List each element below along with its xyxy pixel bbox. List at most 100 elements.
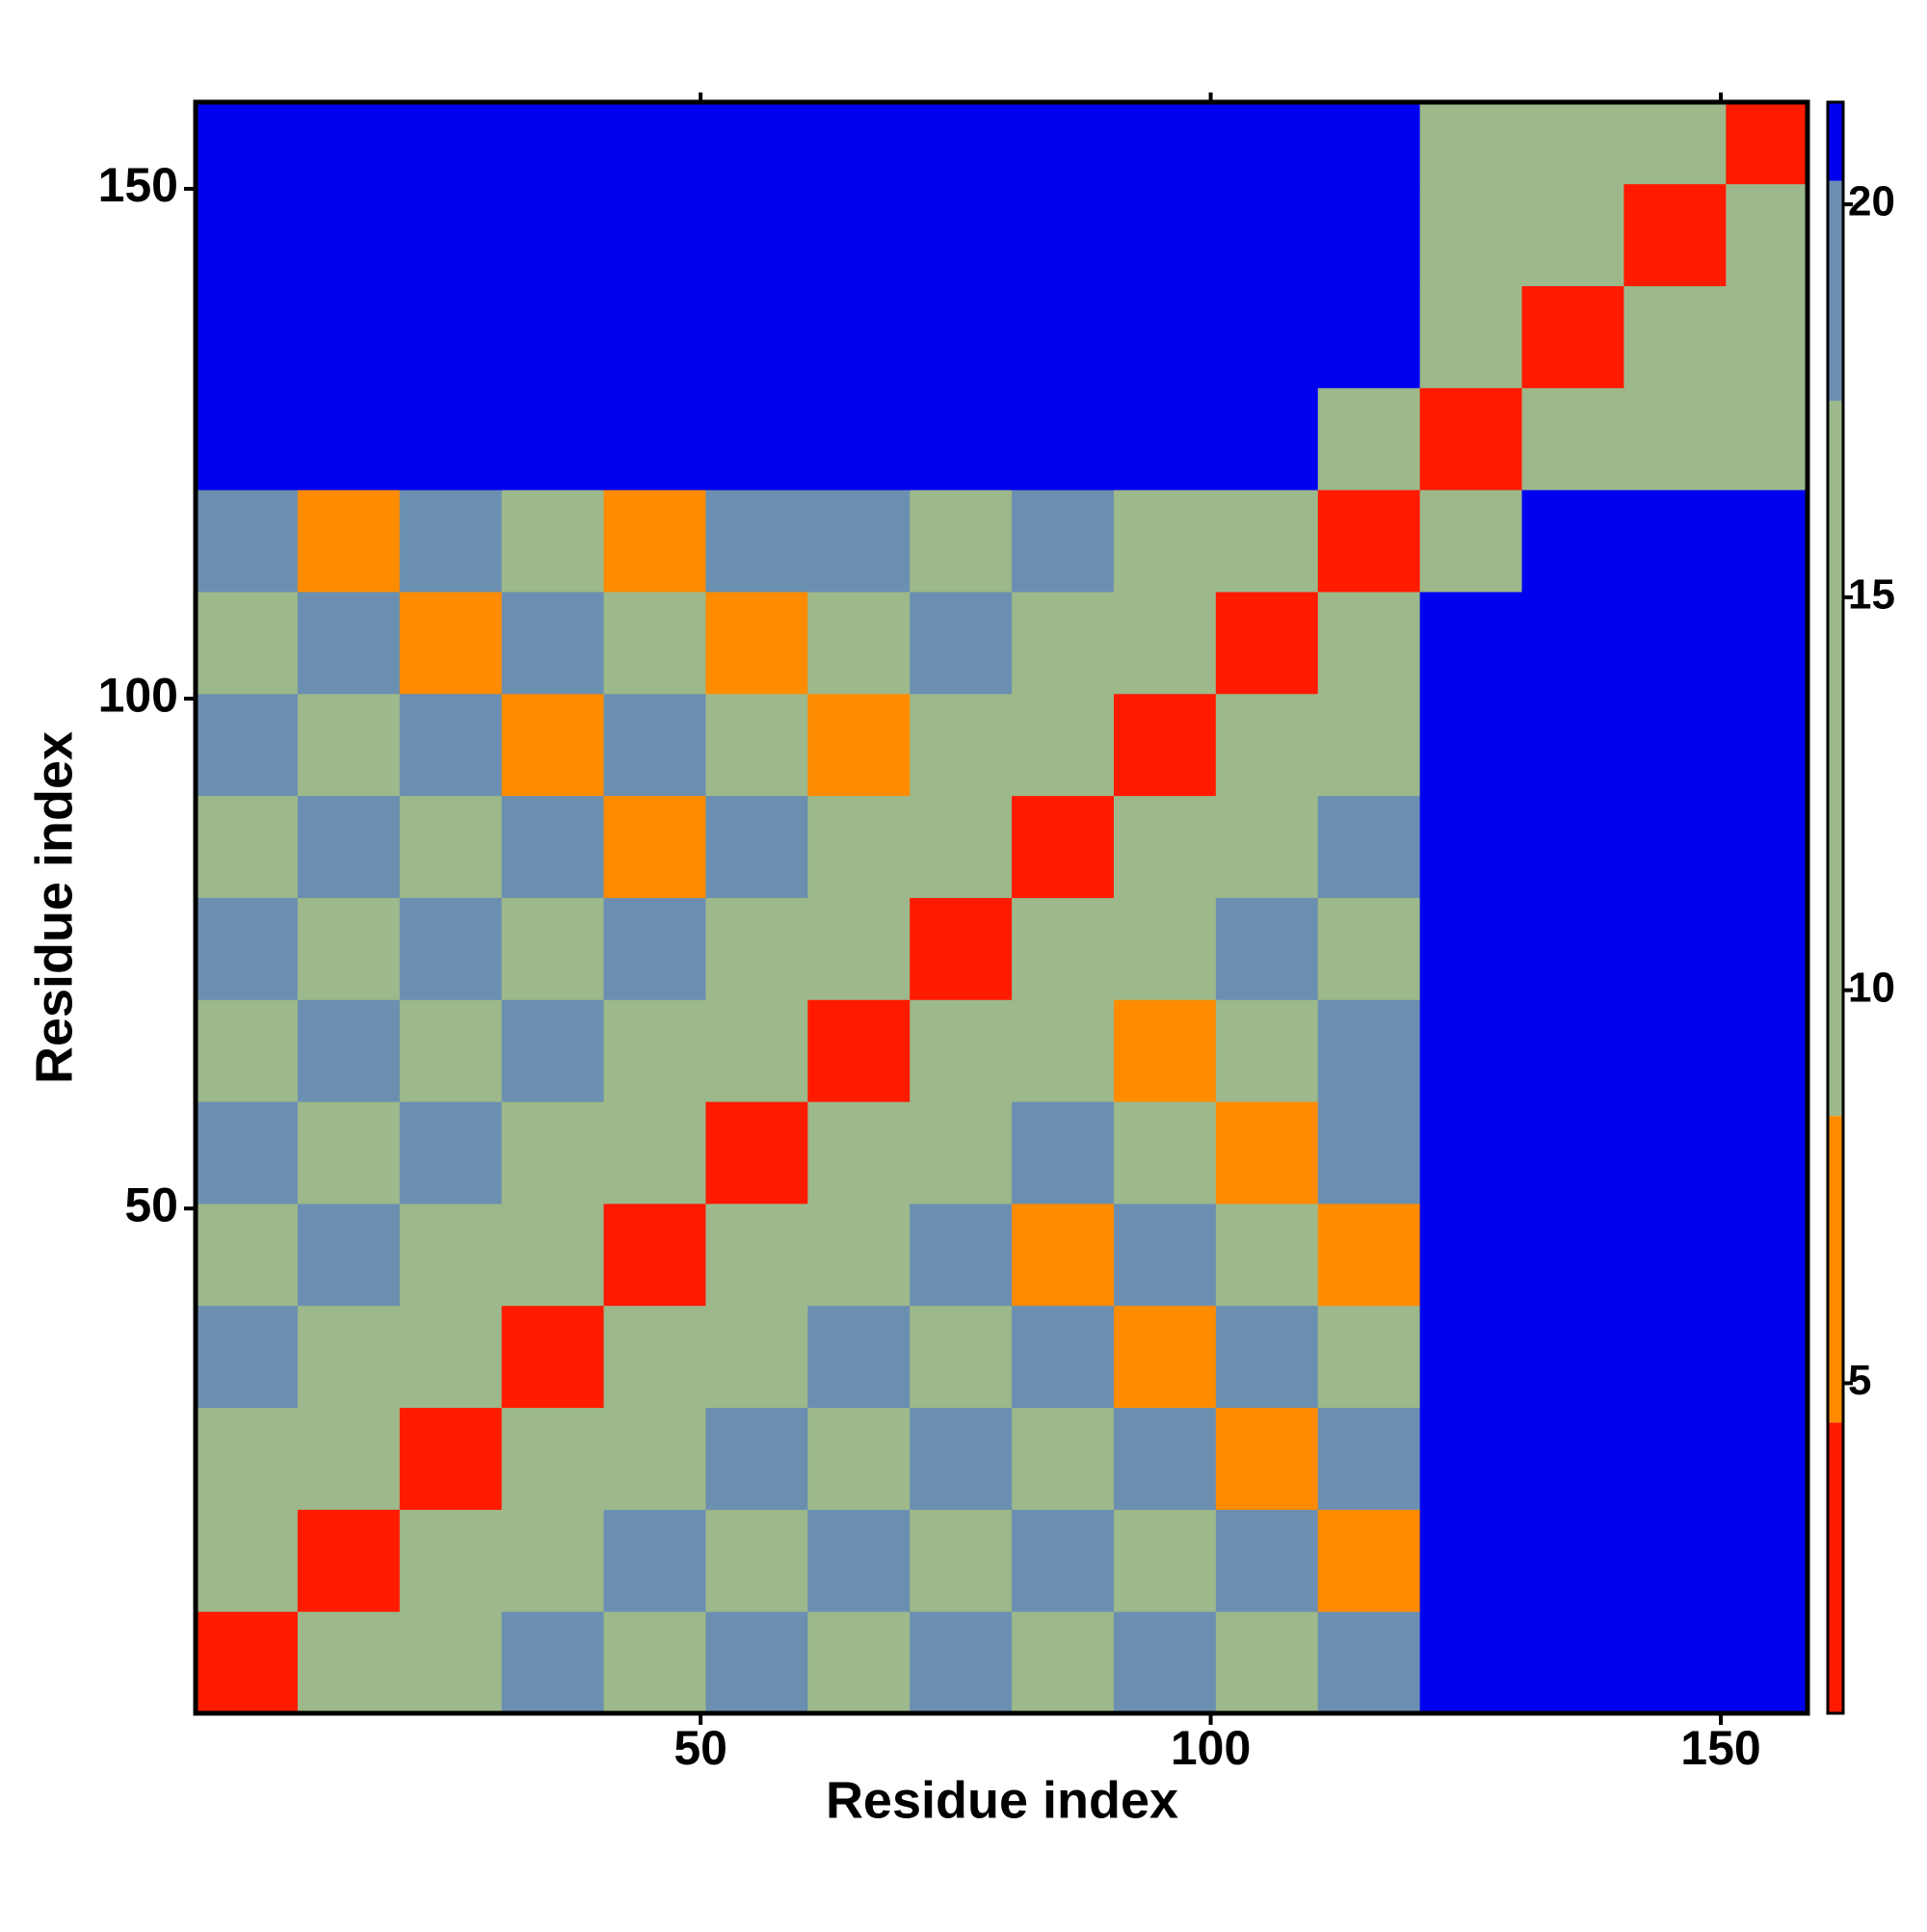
heatmap-cell: [1012, 795, 1115, 898]
heatmap-cell: [1726, 1611, 1808, 1714]
heatmap-cell: [1012, 1305, 1115, 1409]
heatmap-cell: [705, 1305, 808, 1409]
heatmap-cell: [1726, 285, 1808, 388]
heatmap-cell: [501, 1101, 605, 1204]
heatmap-cell: [1726, 1407, 1808, 1510]
heatmap-cell: [807, 591, 911, 695]
heatmap-cell: [807, 183, 911, 286]
heatmap-cell: [1726, 1101, 1808, 1204]
heatmap-cell: [1215, 1509, 1319, 1612]
heatmap-cell: [910, 490, 1013, 593]
heatmap-cell: [1317, 490, 1421, 593]
heatmap-cell: [1726, 897, 1808, 1000]
heatmap-cell: [1215, 1203, 1319, 1307]
heatmap-cell: [807, 1203, 911, 1307]
heatmap-cell: [603, 1611, 706, 1714]
heatmap-cell: [910, 285, 1013, 388]
heatmap-cell: [1215, 387, 1319, 490]
heatmap-cell: [705, 795, 808, 898]
colorbar-band: [1828, 400, 1843, 1117]
plot-frame: [193, 99, 1810, 1716]
heatmap-cell: [1012, 1509, 1115, 1612]
heatmap-cell: [196, 1101, 299, 1204]
heatmap-cell: [1726, 490, 1808, 593]
heatmap-cell: [196, 897, 299, 1000]
heatmap-cell: [501, 102, 605, 185]
heatmap-cell: [1726, 591, 1808, 695]
heatmap-cell: [1012, 1203, 1115, 1307]
heatmap-cell: [603, 1509, 706, 1612]
heatmap-cell: [910, 693, 1013, 797]
heatmap-cell: [705, 183, 808, 286]
heatmap-cell: [196, 490, 299, 593]
heatmap-cell: [705, 1203, 808, 1307]
heatmap-cell: [807, 102, 911, 185]
heatmap-cell: [1623, 1509, 1727, 1612]
heatmap-cell: [196, 1203, 299, 1307]
colorbar-band: [1828, 180, 1843, 401]
heatmap-cell: [1012, 285, 1115, 388]
heatmap-cell: [1113, 387, 1217, 490]
heatmap-cell: [501, 183, 605, 286]
heatmap-cell: [1623, 285, 1727, 388]
heatmap-cell: [1521, 102, 1624, 185]
heatmap-cell: [196, 1305, 299, 1409]
heatmap-cell: [297, 285, 401, 388]
heatmap-cell: [1726, 795, 1808, 898]
heatmap-cell: [196, 1509, 299, 1612]
heatmap-cell: [1215, 102, 1319, 185]
heatmap-cell: [1521, 387, 1624, 490]
heatmap-cell: [1012, 490, 1115, 593]
heatmap-cell: [1012, 1101, 1115, 1204]
heatmap-cell: [297, 1407, 401, 1510]
heatmap-cell: [1623, 490, 1727, 593]
heatmap-cell: [1317, 1407, 1421, 1510]
heatmap-cell: [705, 102, 808, 185]
heatmap-cell: [399, 693, 503, 797]
heatmap-cell: [1215, 1305, 1319, 1409]
heatmap-cell: [910, 591, 1013, 695]
heatmap-cell: [705, 285, 808, 388]
x-tick-label: 50: [673, 1721, 727, 1775]
heatmap-cell: [603, 387, 706, 490]
heatmap-cell: [705, 999, 808, 1102]
heatmap-cell: [705, 1101, 808, 1204]
heatmap-cell: [1215, 183, 1319, 286]
heatmap-cell: [297, 591, 401, 695]
y-axis-label: Residue index: [25, 731, 83, 1084]
heatmap-cell: [1521, 1611, 1624, 1714]
heatmap-cell: [1726, 1203, 1808, 1307]
heatmap-cell: [1726, 387, 1808, 490]
heatmap-cell: [399, 897, 503, 1000]
heatmap-cell: [297, 102, 401, 185]
colorbar-band: [1828, 102, 1843, 181]
heatmap-cell: [297, 693, 401, 797]
heatmap-cell: [1317, 999, 1421, 1102]
heatmap-cell: [1726, 693, 1808, 797]
heatmap-cell: [1113, 1203, 1217, 1307]
heatmap-cell: [1215, 1101, 1319, 1204]
heatmap-cell: [603, 183, 706, 286]
y-tick-label: 100: [98, 668, 178, 722]
heatmap-cell: [399, 1203, 503, 1307]
heatmap-cell: [501, 1509, 605, 1612]
heatmap-cell: [1419, 1509, 1523, 1612]
heatmap-cell: [603, 795, 706, 898]
heatmap-cell: [807, 897, 911, 1000]
x-tick-label: 100: [1171, 1721, 1251, 1775]
heatmap-cell: [603, 999, 706, 1102]
heatmap-cell: [1012, 591, 1115, 695]
heatmap-cell: [1521, 1305, 1624, 1409]
heatmap-cell: [1726, 102, 1808, 185]
heatmap-cell: [603, 490, 706, 593]
heatmap-cell: [297, 183, 401, 286]
heatmap-cell: [603, 285, 706, 388]
heatmap-cell: [196, 999, 299, 1102]
heatmap-cell: [1012, 999, 1115, 1102]
heatmap-cell: [1623, 795, 1727, 898]
heatmap-cell: [1419, 490, 1523, 593]
heatmap-cell: [603, 693, 706, 797]
heatmap-cell: [501, 999, 605, 1102]
y-tick-label: 50: [124, 1178, 178, 1231]
heatmap-cell: [297, 490, 401, 593]
